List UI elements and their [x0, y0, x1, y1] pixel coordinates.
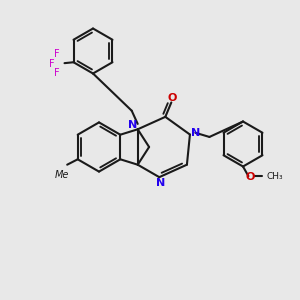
Text: O: O [168, 93, 177, 103]
Text: O: O [245, 172, 255, 182]
Text: F: F [54, 49, 60, 59]
Text: N: N [156, 178, 165, 188]
Text: N: N [128, 120, 137, 130]
Text: F: F [54, 68, 60, 78]
Text: Me: Me [55, 170, 69, 180]
Text: N: N [191, 128, 200, 138]
Text: F: F [49, 59, 55, 69]
Text: CH₃: CH₃ [267, 172, 284, 181]
